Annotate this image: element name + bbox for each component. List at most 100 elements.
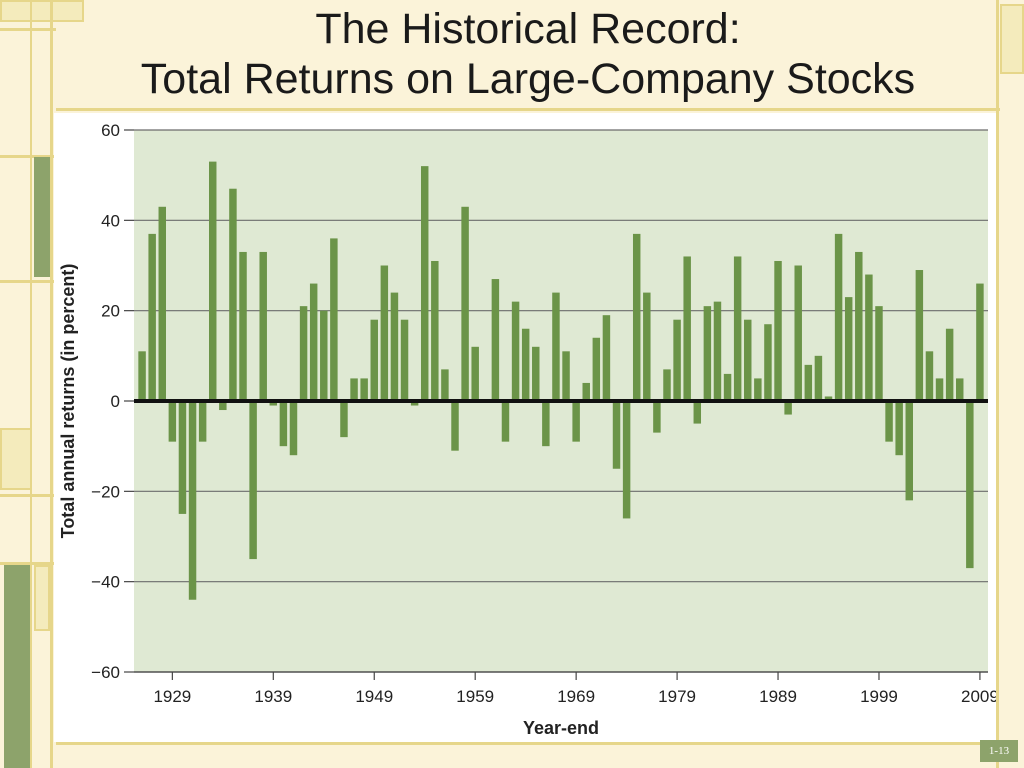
bar-2009	[976, 283, 984, 401]
bar-1929	[168, 401, 177, 442]
bar-1938	[259, 251, 267, 401]
bar-1931	[188, 401, 197, 600]
bar-1977	[653, 401, 661, 433]
bar-1933	[209, 161, 217, 401]
corner-decoration-top-left	[0, 0, 84, 22]
bar-1999	[875, 306, 883, 401]
y-tick-label: −60	[91, 663, 120, 682]
bar-1928	[158, 206, 166, 401]
bar-1991	[794, 265, 802, 401]
border-line	[996, 0, 999, 768]
bar-1996	[844, 297, 853, 401]
bar-1990	[784, 401, 792, 415]
bar-1967	[552, 292, 560, 401]
x-tick-label: 1999	[860, 687, 898, 706]
bar-1997	[855, 251, 863, 401]
bar-1934	[219, 401, 227, 411]
bar-1926	[138, 351, 146, 401]
border-line	[0, 280, 56, 283]
bar-1971	[592, 337, 601, 401]
bar-2003	[915, 270, 924, 401]
bar-1995	[834, 233, 843, 401]
bar-1985	[733, 256, 742, 401]
bar-1961	[491, 279, 500, 401]
page-number-badge: 1-13	[980, 740, 1018, 762]
slide-title-line1: The Historical Record:	[315, 5, 741, 53]
chart-panel: 60 40 20 0 −20 −40 −60 1929 1939 1949 1959 1969 197…	[54, 113, 996, 742]
x-tick-label: 1929	[153, 687, 191, 706]
x-tick-label: 1989	[759, 687, 797, 706]
side-decoration-green	[34, 157, 50, 277]
bar-1955	[431, 260, 439, 401]
y-tick-label: −40	[91, 573, 120, 592]
bar-1942	[299, 306, 308, 401]
bar-1980	[683, 256, 691, 401]
bar-1957	[451, 401, 459, 451]
border-line	[0, 28, 56, 31]
bar-1958	[461, 206, 469, 401]
y-tick-label: 60	[101, 121, 120, 140]
bar-1972	[602, 315, 611, 401]
bar-1941	[289, 401, 298, 456]
bar-1962	[501, 401, 510, 442]
bar-1981	[693, 401, 702, 424]
x-axis-ticks: 1929 1939 1949 1959 1969 1979 1989 1999 2009	[134, 671, 996, 706]
bar-1956	[441, 369, 449, 401]
bar-2000	[885, 401, 893, 442]
bar-1948	[360, 378, 368, 401]
corner-decoration-top-right	[1000, 4, 1024, 74]
bar-1998	[865, 274, 873, 401]
bar-1984	[723, 373, 732, 401]
x-tick-label: 1969	[557, 687, 595, 706]
bar-1970	[582, 382, 590, 401]
bar-2001	[895, 401, 903, 456]
slide-title-line2: Total Returns on Large-Company Stocks	[140, 55, 916, 103]
slide-title: The Historical Record: Total Returns on …	[56, 4, 1000, 104]
bar-1973	[612, 401, 621, 469]
bar-1986	[744, 319, 752, 401]
bar-1989	[774, 260, 782, 401]
border-line	[30, 0, 32, 768]
bar-1983	[713, 301, 722, 401]
bar-1976	[643, 292, 651, 401]
bar-1932	[198, 401, 207, 442]
bar-1947	[350, 378, 358, 401]
bar-1954	[420, 166, 429, 401]
x-tick-label: 1939	[254, 687, 292, 706]
bar-2007	[956, 378, 964, 401]
bar-1994	[824, 396, 833, 401]
border-line	[56, 108, 1000, 111]
bar-1953	[410, 401, 419, 406]
returns-bar-chart: 60 40 20 0 −20 −40 −60 1929 1939 1949 1959 1969 197…	[58, 121, 996, 738]
bar-1951	[390, 292, 399, 401]
y-axis-label: Total annual returns (in percent)	[58, 264, 78, 539]
bar-1968	[562, 351, 570, 401]
bars	[138, 161, 984, 600]
bar-2008	[966, 401, 974, 569]
bar-1959	[471, 346, 479, 401]
border-line	[0, 562, 56, 565]
y-tick-label: −20	[91, 482, 120, 501]
bar-1940	[279, 401, 288, 447]
x-tick-label: 1959	[456, 687, 494, 706]
border-line	[0, 494, 56, 497]
bar-1982	[703, 306, 712, 401]
x-tick-label: 1979	[658, 687, 696, 706]
bar-1930	[178, 401, 187, 514]
side-decoration-yellow	[0, 428, 32, 490]
bar-1944	[320, 310, 328, 401]
bar-1937	[249, 401, 257, 560]
border-line	[0, 155, 56, 158]
bar-2004	[925, 351, 934, 401]
y-tick-label: 40	[101, 211, 120, 230]
bar-2005	[935, 378, 944, 401]
bar-1950	[380, 265, 389, 401]
bar-2006	[945, 328, 954, 401]
bar-1939	[269, 401, 278, 406]
border-line	[50, 0, 53, 768]
y-tick-label: 0	[111, 392, 120, 411]
bar-1927	[148, 233, 156, 401]
bar-2002	[905, 401, 913, 501]
bar-1979	[673, 319, 681, 401]
bar-1963	[511, 301, 520, 401]
